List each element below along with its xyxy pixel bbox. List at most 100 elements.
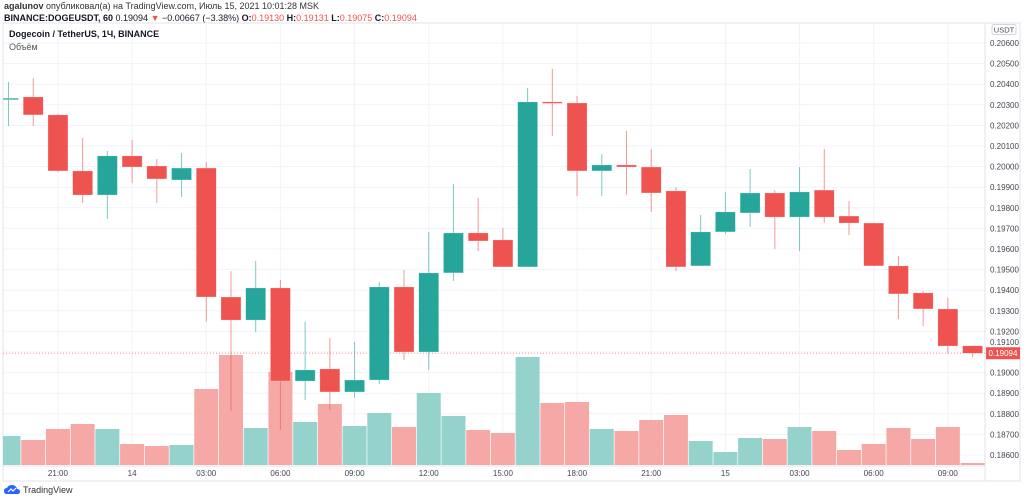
volume-bar bbox=[144, 446, 169, 465]
volume-bar bbox=[515, 357, 540, 465]
price-tick-label: 0.20100 bbox=[990, 142, 1019, 151]
low-label: L: bbox=[331, 13, 340, 23]
price-tick-label: 0.19900 bbox=[990, 183, 1019, 192]
candle bbox=[22, 78, 44, 127]
candle-body bbox=[739, 192, 761, 214]
author-name[interactable]: agalunov bbox=[4, 1, 44, 11]
candle bbox=[196, 162, 217, 322]
candle bbox=[838, 201, 860, 235]
volume-bar bbox=[911, 439, 936, 465]
volume-bar bbox=[416, 393, 441, 465]
volume-bar bbox=[935, 427, 960, 465]
candle-body bbox=[542, 101, 563, 104]
candle-body bbox=[294, 369, 316, 382]
price-tick-label: 0.20200 bbox=[990, 121, 1019, 130]
candle bbox=[146, 158, 168, 204]
series-title: Dogecoin / TetherUS, 1Ч, BINANCE bbox=[9, 29, 160, 39]
brand-name: TradingView bbox=[23, 485, 73, 495]
candle-body bbox=[517, 101, 538, 268]
candle-body bbox=[196, 167, 217, 298]
time-tick-label: 18:00 bbox=[567, 469, 588, 478]
volume-bar bbox=[392, 427, 417, 465]
candle-body bbox=[566, 102, 588, 172]
candle-body bbox=[764, 192, 786, 218]
time-tick-label: 12:00 bbox=[419, 469, 440, 478]
volume-bar bbox=[639, 420, 664, 465]
price-tick-label: 0.19600 bbox=[990, 245, 1019, 254]
price-change: −0.00667 (−3.38%) bbox=[162, 13, 240, 23]
candle-body bbox=[616, 164, 637, 168]
volume-bar bbox=[21, 440, 46, 465]
candle bbox=[220, 271, 242, 411]
volume-bar bbox=[3, 436, 21, 465]
volume-bar bbox=[95, 429, 120, 465]
candle-body bbox=[171, 167, 192, 181]
candle-body bbox=[912, 292, 934, 310]
candle bbox=[467, 197, 489, 252]
volume-bar bbox=[589, 429, 614, 465]
candle bbox=[443, 183, 464, 281]
open-label: O: bbox=[241, 13, 252, 23]
candle bbox=[2, 81, 19, 127]
price-tick-label: 0.20000 bbox=[990, 163, 1019, 172]
candle bbox=[690, 215, 711, 267]
volume-bar bbox=[243, 428, 268, 465]
high-value: 0.19131 bbox=[296, 13, 329, 23]
low-value: 0.19075 bbox=[339, 13, 373, 23]
candle bbox=[47, 114, 69, 172]
price-tick-label: 0.18900 bbox=[990, 389, 1019, 398]
volume-bar bbox=[293, 422, 318, 465]
candle-body bbox=[690, 231, 711, 267]
price-tick-label: 0.19100 bbox=[990, 338, 1019, 347]
candle-body bbox=[2, 97, 19, 100]
volume-bar bbox=[836, 450, 861, 465]
price-tick-label: 0.20500 bbox=[990, 60, 1019, 69]
price-tick-label: 0.19700 bbox=[990, 224, 1019, 233]
last-price: 0.19094 bbox=[115, 13, 149, 23]
candle-body bbox=[146, 165, 168, 180]
candle bbox=[591, 154, 613, 197]
candle bbox=[97, 150, 118, 219]
price-tick-label: 0.19500 bbox=[990, 266, 1019, 275]
volume-bar bbox=[688, 441, 713, 465]
time-tick-label: 09:00 bbox=[345, 469, 366, 478]
time-tick-label: 03:00 bbox=[196, 469, 217, 478]
time-tick-label: 06:00 bbox=[270, 469, 291, 478]
candle bbox=[171, 153, 192, 197]
candle-body bbox=[369, 286, 390, 381]
candle-body bbox=[220, 296, 242, 321]
price-tick-label: 0.18600 bbox=[990, 451, 1019, 460]
currency-button[interactable] bbox=[991, 24, 1017, 35]
volume-bar bbox=[194, 389, 219, 465]
candle-body bbox=[121, 155, 143, 168]
candle-body bbox=[492, 239, 514, 268]
candle-body bbox=[418, 272, 439, 353]
price-tick-label: 0.19000 bbox=[990, 369, 1019, 378]
volume-bar bbox=[861, 444, 886, 465]
candle bbox=[72, 137, 93, 204]
candle bbox=[344, 341, 365, 398]
candle bbox=[294, 321, 316, 400]
candle-body bbox=[443, 232, 464, 274]
time-tick-label: 21:00 bbox=[48, 469, 69, 478]
candle bbox=[270, 279, 291, 430]
candle bbox=[245, 260, 266, 333]
candle bbox=[418, 231, 439, 370]
candle bbox=[912, 291, 934, 327]
price-tick-label: 0.19300 bbox=[990, 307, 1019, 316]
candle-body bbox=[838, 215, 860, 224]
candle-body bbox=[270, 287, 291, 382]
price-tick-label: 0.20600 bbox=[990, 39, 1019, 48]
time-tick-label: 09:00 bbox=[938, 469, 959, 478]
open-value: 0.19130 bbox=[251, 13, 285, 23]
volume-bar bbox=[812, 431, 837, 465]
volume-bar bbox=[70, 424, 95, 465]
volume-indicator-label[interactable]: Объём bbox=[9, 42, 38, 52]
time-tick-label: 03:00 bbox=[790, 469, 811, 478]
symbol-name: BINANCE:DOGEUSDT, 60 bbox=[4, 13, 114, 23]
candle bbox=[616, 130, 637, 196]
candle-body bbox=[937, 308, 959, 347]
tradingview-logo[interactable]: TradingView bbox=[4, 485, 73, 495]
volume-bar bbox=[738, 438, 763, 465]
